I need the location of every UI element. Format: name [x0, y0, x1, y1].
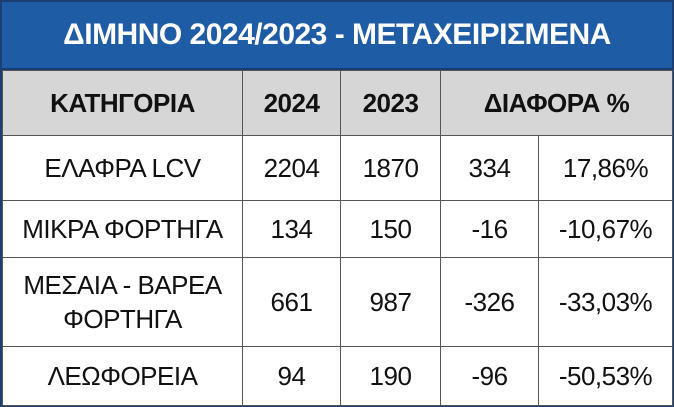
table: ΚΑΤΗΓΟΡΙΑ 2024 2023 ΔΙΑΦΟΡΑ % ΕΛΑΦΡΑ LCV 220… [2, 70, 673, 406]
value-cell: 150 [340, 200, 441, 258]
value-cell: 94 [242, 346, 341, 406]
header-cell: ΚΑΤΗΓΟΡΙΑ [2, 70, 243, 136]
value-cell: -326 [440, 257, 539, 347]
value-cell: 2204 [242, 135, 341, 201]
category-cell: ΜΙΚΡΑ ΦΟΡΤΗΓΑ [2, 200, 243, 258]
header-row: ΚΑΤΗΓΟΡΙΑ 2024 2023 ΔΙΑΦΟΡΑ % [2, 70, 673, 136]
value-cell: -33,03% [538, 257, 673, 347]
value-cell: -50,53% [538, 346, 673, 406]
value-cell: 661 [242, 257, 341, 347]
table-row: ΜΙΚΡΑ ΦΟΡΤΗΓΑ 134 150 -16 -10,67% [2, 200, 673, 258]
value-cell: 190 [340, 346, 441, 406]
value-cell: 334 [440, 135, 539, 201]
category-cell: ΕΛΑΦΡΑ LCV [2, 135, 243, 201]
table-row: ΕΛΑΦΡΑ LCV 2204 1870 334 17,86% [2, 135, 673, 201]
category-cell: ΛΕΩΦΟΡΕΙΑ [2, 346, 243, 406]
value-cell: 134 [242, 200, 341, 258]
table-body: ΕΛΑΦΡΑ LCV 2204 1870 334 17,86% ΜΙΚΡΑ ΦΟΡΤΗΓΑ… [2, 135, 673, 406]
value-cell: -96 [440, 346, 539, 406]
header-cell: 2024 [242, 70, 341, 136]
category-cell: ΜΕΣΑΙΑ - ΒΑΡΕΑ ΦΟΡΤΗΓΑ [2, 257, 243, 347]
value-cell: 1870 [340, 135, 441, 201]
header-cell: ΔΙΑΦΟΡΑ % [440, 70, 673, 136]
table-row: ΜΕΣΑΙΑ - ΒΑΡΕΑ ΦΟΡΤΗΓΑ 661 987 -326 -33,03% [2, 257, 673, 347]
table-row: ΛΕΩΦΟΡΕΙΑ 94 190 -96 -50,53% [2, 346, 673, 406]
value-cell: -10,67% [538, 200, 673, 258]
title: ΔΙΜΗΝΟ 2024/2023 - ΜΕΤΑΧΕΙΡΙΣΜΕΝΑ [2, 2, 672, 70]
value-cell: 17,86% [538, 135, 673, 201]
header-cell: 2023 [340, 70, 441, 136]
value-cell: 987 [340, 257, 441, 347]
value-cell: -16 [440, 200, 539, 258]
